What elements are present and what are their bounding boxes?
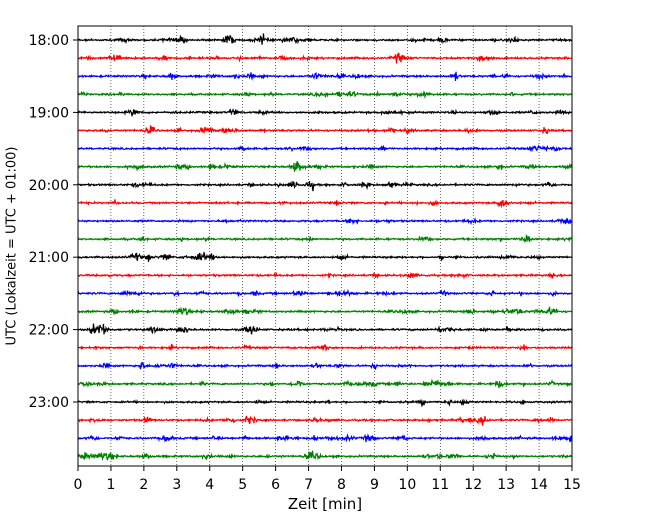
trace-1915	[77, 125, 573, 135]
trace-1800	[77, 33, 573, 45]
y-axis-ticks: 18:00 19:00 20:00 21:00 22:00 23:00	[29, 33, 78, 411]
trace-2345	[77, 450, 573, 462]
x-tick-label: 5	[238, 477, 247, 493]
x-tick-label: 9	[370, 477, 379, 493]
trace-1900	[77, 108, 573, 117]
trace-2145	[77, 306, 573, 316]
trace-2230	[77, 361, 573, 371]
trace-2115	[77, 271, 573, 280]
x-tick-label: 4	[205, 477, 214, 493]
x-tick-label: 8	[337, 477, 346, 493]
x-axis-label: Zeit [min]	[288, 495, 362, 513]
x-tick-label: 2	[139, 477, 148, 493]
y-tick-label: 21:00	[29, 250, 69, 266]
trace-2245	[77, 378, 573, 389]
x-tick-label: 10	[398, 477, 416, 493]
trace-series	[77, 33, 573, 462]
trace-1815	[77, 52, 573, 64]
trace-2030	[77, 217, 573, 226]
y-tick-label: 23:00	[29, 395, 69, 411]
trace-2300	[77, 398, 573, 408]
trace-2100	[77, 251, 573, 262]
x-tick-label: 3	[172, 477, 181, 493]
trace-1930	[77, 144, 573, 153]
x-tick-label: 11	[431, 477, 449, 493]
x-tick-label: 0	[74, 477, 83, 493]
trace-2015	[77, 199, 573, 209]
trace-2130	[77, 288, 573, 298]
y-tick-label: 20:00	[29, 178, 69, 194]
trace-2045	[77, 234, 573, 243]
trace-2315	[77, 415, 573, 426]
trace-1945	[77, 161, 573, 172]
y-tick-label: 18:00	[29, 33, 69, 49]
trace-1830	[77, 71, 573, 81]
x-tick-label: 13	[497, 477, 515, 493]
trace-2330	[77, 433, 573, 443]
x-tick-label: 15	[563, 477, 581, 493]
y-tick-label: 22:00	[29, 323, 69, 339]
trace-2200	[77, 323, 573, 335]
x-tick-label: 14	[530, 477, 548, 493]
grid-lines	[110, 26, 540, 466]
x-axis-ticks: 0 1 2 3 4 5 6 7 8 9 10 11 12 13 14 15	[74, 466, 581, 493]
plot-frame	[77, 25, 573, 467]
x-tick-label: 6	[271, 477, 280, 493]
x-tick-label: 1	[106, 477, 115, 493]
y-axis-label: UTC (Lokalzeit = UTC + 01:00)	[5, 147, 20, 346]
y-tick-label: 19:00	[29, 105, 69, 121]
x-tick-label: 12	[464, 477, 482, 493]
trace-2215	[77, 343, 573, 352]
trace-1845	[77, 90, 573, 99]
trace-2000	[77, 180, 573, 192]
x-tick-label: 7	[304, 477, 313, 493]
